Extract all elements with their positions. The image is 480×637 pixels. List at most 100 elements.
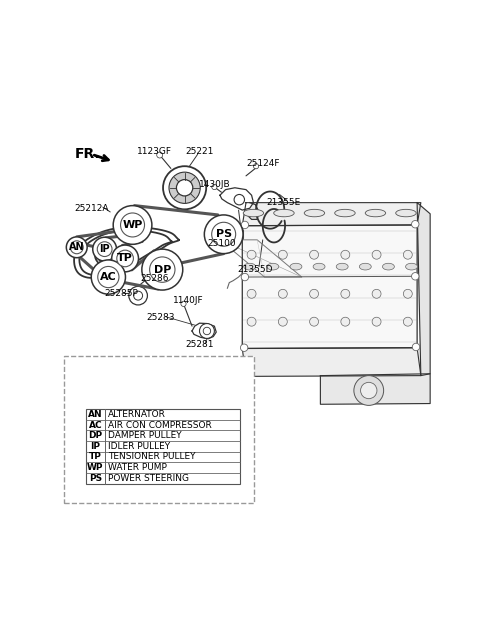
Circle shape <box>98 266 119 288</box>
Text: AN: AN <box>88 410 103 419</box>
Polygon shape <box>242 203 421 225</box>
Ellipse shape <box>290 263 302 270</box>
Text: DP: DP <box>88 431 102 440</box>
Circle shape <box>129 287 147 305</box>
Text: 25124F: 25124F <box>246 159 279 168</box>
Polygon shape <box>242 225 417 348</box>
Text: 25285P: 25285P <box>105 289 138 298</box>
Circle shape <box>147 275 152 280</box>
Text: POWER STEERING: POWER STEERING <box>108 474 189 483</box>
Ellipse shape <box>383 263 395 270</box>
Circle shape <box>241 221 249 229</box>
Ellipse shape <box>267 263 279 270</box>
Circle shape <box>150 257 175 282</box>
Ellipse shape <box>304 210 324 217</box>
Ellipse shape <box>244 263 256 270</box>
Circle shape <box>372 250 381 259</box>
Circle shape <box>240 344 248 352</box>
Polygon shape <box>417 203 430 376</box>
Text: IDLER PULLEY: IDLER PULLEY <box>108 442 170 451</box>
Ellipse shape <box>365 210 386 217</box>
Text: DP: DP <box>154 264 171 275</box>
Circle shape <box>203 327 211 334</box>
Circle shape <box>212 185 217 190</box>
Text: AIR CON COMPRESSOR: AIR CON COMPRESSOR <box>108 420 212 429</box>
Circle shape <box>97 242 112 257</box>
Text: ALTERNATOR: ALTERNATOR <box>108 410 166 419</box>
Ellipse shape <box>274 210 294 217</box>
Text: TENSIONER PULLEY: TENSIONER PULLEY <box>108 452 196 461</box>
Circle shape <box>310 317 319 326</box>
Text: AC: AC <box>100 272 117 282</box>
Circle shape <box>66 237 87 258</box>
Text: 25100: 25100 <box>207 239 236 248</box>
Text: 1430JB: 1430JB <box>199 180 230 189</box>
Circle shape <box>169 172 200 203</box>
Text: DAMPER PULLEY: DAMPER PULLEY <box>108 431 182 440</box>
Text: 25221: 25221 <box>185 147 214 156</box>
Text: 25212A: 25212A <box>74 204 109 213</box>
Circle shape <box>247 250 256 259</box>
Ellipse shape <box>396 210 416 217</box>
Ellipse shape <box>313 263 325 270</box>
Circle shape <box>412 343 420 351</box>
Circle shape <box>372 317 381 326</box>
Circle shape <box>241 273 249 281</box>
Circle shape <box>163 166 206 210</box>
Text: WATER PUMP: WATER PUMP <box>108 463 167 472</box>
Circle shape <box>117 250 133 267</box>
Circle shape <box>310 289 319 298</box>
Text: WP: WP <box>87 463 104 472</box>
Text: 25283: 25283 <box>146 313 175 322</box>
Circle shape <box>372 289 381 298</box>
Text: IP: IP <box>90 442 100 451</box>
Circle shape <box>200 324 215 338</box>
Circle shape <box>234 194 244 205</box>
Ellipse shape <box>406 263 418 270</box>
Circle shape <box>341 317 350 326</box>
Text: 25286: 25286 <box>141 275 169 283</box>
Circle shape <box>204 215 243 254</box>
Ellipse shape <box>335 210 355 217</box>
Circle shape <box>247 317 256 326</box>
Circle shape <box>403 250 412 259</box>
Circle shape <box>177 180 193 196</box>
Circle shape <box>93 237 117 261</box>
Text: PS: PS <box>89 474 102 483</box>
FancyBboxPatch shape <box>64 356 254 503</box>
Circle shape <box>157 152 163 158</box>
Text: 21355E: 21355E <box>266 198 300 207</box>
Text: WP: WP <box>122 220 143 230</box>
Circle shape <box>411 273 419 280</box>
Circle shape <box>112 245 139 272</box>
Circle shape <box>253 164 259 169</box>
Ellipse shape <box>360 263 371 270</box>
Circle shape <box>120 213 144 237</box>
Circle shape <box>278 317 288 326</box>
Circle shape <box>70 241 83 254</box>
Text: 1140JF: 1140JF <box>173 296 204 304</box>
Circle shape <box>403 317 412 326</box>
Ellipse shape <box>336 263 348 270</box>
Circle shape <box>310 250 319 259</box>
Text: 1123GF: 1123GF <box>137 147 172 156</box>
Polygon shape <box>321 374 430 404</box>
Circle shape <box>411 220 419 228</box>
Circle shape <box>133 291 143 300</box>
Text: PS: PS <box>216 229 232 240</box>
Circle shape <box>247 289 256 298</box>
Text: FR.: FR. <box>75 147 101 161</box>
Ellipse shape <box>243 210 264 217</box>
Polygon shape <box>192 323 216 339</box>
Circle shape <box>212 222 236 247</box>
Text: 25281: 25281 <box>185 340 214 348</box>
Text: AC: AC <box>88 420 102 429</box>
Text: 21355D: 21355D <box>238 265 273 274</box>
Circle shape <box>181 301 186 306</box>
Polygon shape <box>242 348 421 376</box>
Circle shape <box>403 289 412 298</box>
Circle shape <box>91 260 125 294</box>
Polygon shape <box>220 188 253 210</box>
Text: AN: AN <box>69 242 84 252</box>
Text: IP: IP <box>99 244 110 254</box>
